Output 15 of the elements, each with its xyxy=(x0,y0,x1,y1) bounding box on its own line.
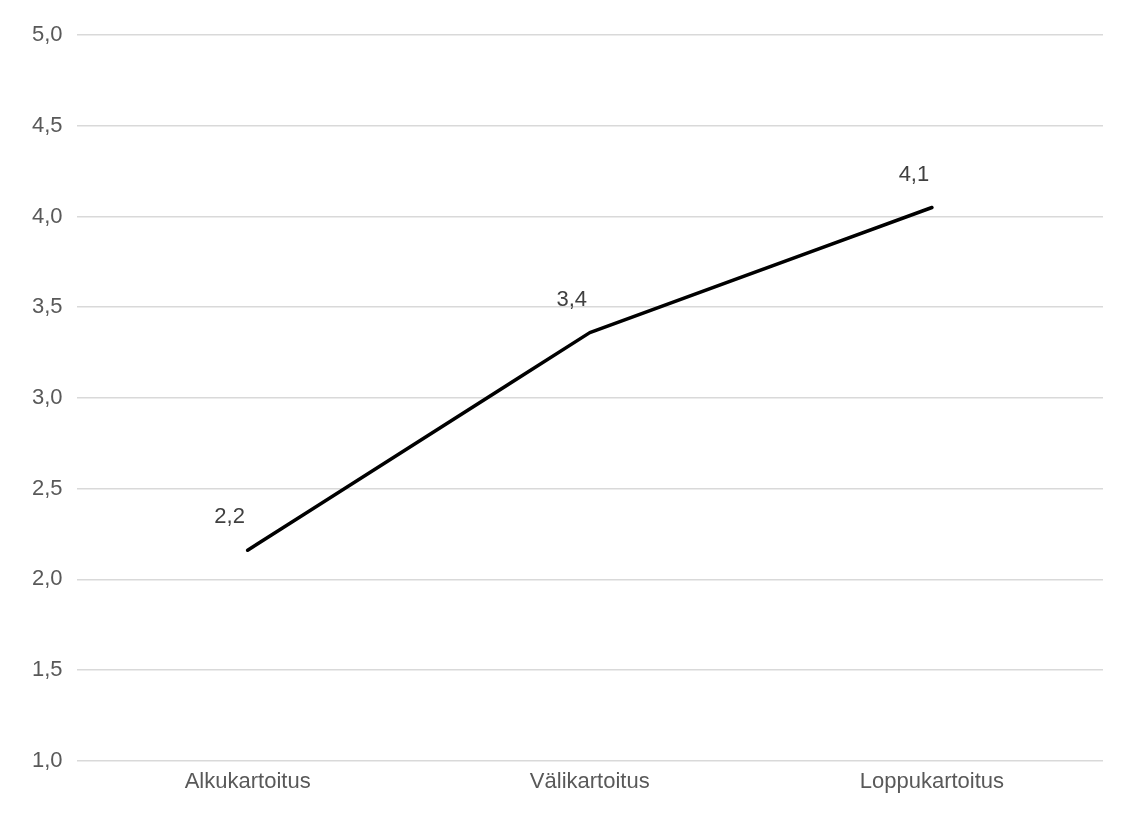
x-tick-label: Alkukartoitus xyxy=(184,767,311,793)
y-tick-label: 4,0 xyxy=(31,202,63,228)
data-label: 3,4 xyxy=(556,285,588,311)
y-tick-label: 3,0 xyxy=(31,383,63,409)
x-tick-label: Välikartoitus xyxy=(529,767,650,793)
y-tick-label: 3,5 xyxy=(31,293,63,319)
y-tick-label: 5,0 xyxy=(31,21,63,47)
y-tick-label: 1,5 xyxy=(31,655,63,681)
data-label: 4,1 xyxy=(898,160,930,186)
y-tick-label: 1,0 xyxy=(31,746,63,772)
y-tick-label: 4,5 xyxy=(31,111,63,137)
y-tick-label: 2,0 xyxy=(31,565,63,591)
data-label: 2,2 xyxy=(214,503,245,529)
x-tick-label: Loppukartoitus xyxy=(859,767,1005,793)
y-tick-label: 2,5 xyxy=(31,474,63,500)
